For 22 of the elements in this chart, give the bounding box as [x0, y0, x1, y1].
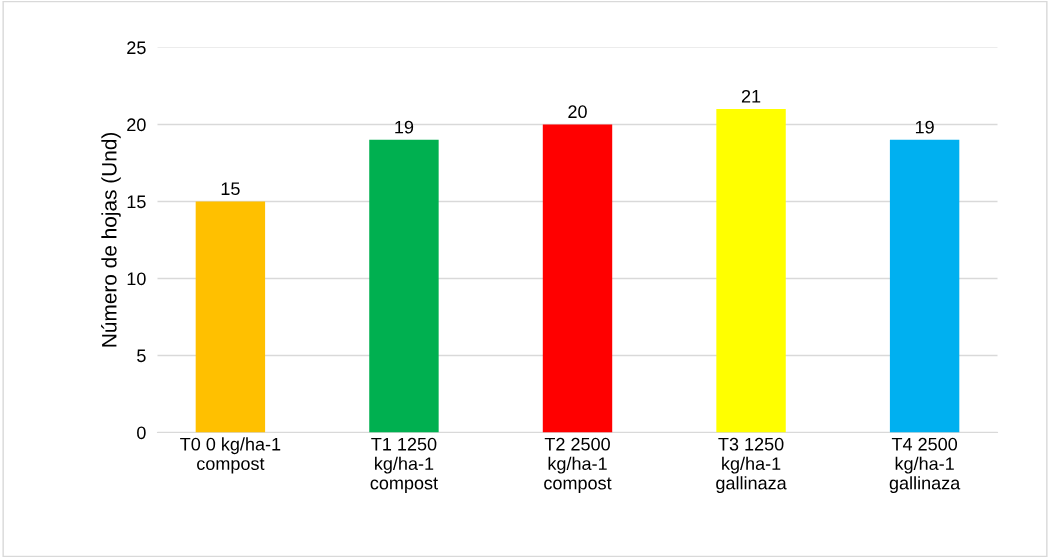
bar: [716, 109, 786, 433]
data-label: 20: [568, 105, 587, 119]
data-label: 19: [915, 120, 934, 134]
x-tick-label: T2 2500 kg/ha-1 compost: [544, 437, 612, 494]
x-tick-label: T0 0 kg/ha-1 compost: [180, 437, 281, 474]
data-label: 21: [741, 89, 761, 103]
x-tick-label: T3 1250 kg/ha-1 gallinaza: [716, 437, 787, 494]
data-label: 19: [395, 120, 414, 134]
y-tick-label: 25: [127, 41, 146, 55]
bar: [889, 139, 960, 433]
y-axis-title: Número de hojas (Und): [101, 132, 121, 347]
y-tick-label: 20: [127, 118, 146, 132]
y-tick-label: 0: [137, 426, 146, 440]
x-tick-label: T4 2500 kg/ha-1 gallinaza: [889, 437, 961, 494]
x-tick-label: T1 1250 kg/ha-1 compost: [370, 437, 438, 494]
bar: [542, 124, 613, 433]
bar: [369, 139, 439, 433]
y-tick-label: 10: [127, 272, 146, 286]
y-tick-label: 15: [127, 195, 146, 209]
y-tick-label: 5: [137, 349, 146, 363]
bar: [195, 201, 266, 433]
data-label: 15: [221, 182, 240, 196]
